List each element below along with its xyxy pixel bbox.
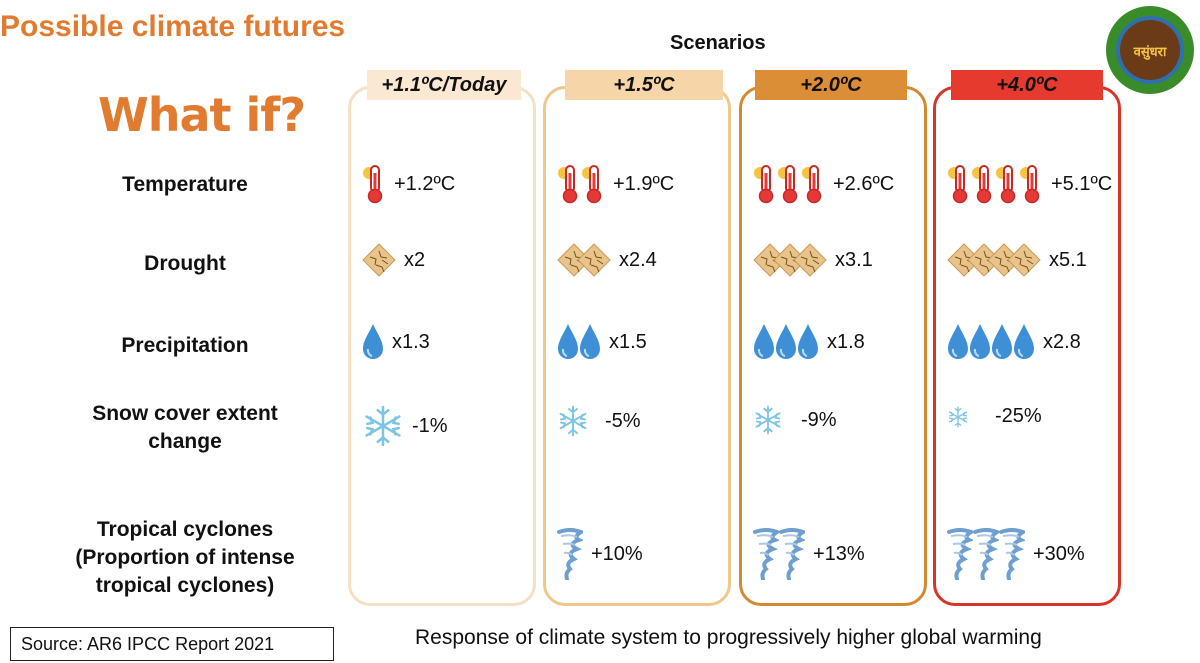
temperature-value: +5.1ºC bbox=[1051, 172, 1113, 195]
svg-text:वसुंधरा: वसुंधरा bbox=[1133, 44, 1167, 60]
cyclone-icon bbox=[947, 528, 1025, 580]
cracked-earth-icon bbox=[947, 243, 1041, 277]
cyclones-value: +30% bbox=[1033, 542, 1085, 565]
water-drop-icon bbox=[947, 323, 1035, 361]
snowflake-icon bbox=[753, 405, 793, 435]
thermometer-icon bbox=[753, 163, 825, 205]
precipitation-value: x2.8 bbox=[1043, 330, 1081, 353]
drought-value: x3.1 bbox=[835, 248, 873, 271]
temperature-value: +1.9ºC bbox=[613, 172, 675, 195]
cyclones-value: +10% bbox=[591, 542, 643, 565]
snowflake-icon bbox=[947, 405, 987, 428]
source-note: Source: AR6 IPCC Report 2021 bbox=[10, 627, 334, 661]
temperature-value: +1.2ºC bbox=[394, 172, 456, 195]
scenario-header: +1.5ºC bbox=[565, 70, 723, 100]
snow-value: -5% bbox=[605, 409, 641, 432]
thermometer-icon bbox=[557, 163, 605, 205]
thermometer-icon bbox=[362, 163, 386, 205]
row-label-snow-cover: Snow cover extent change bbox=[92, 402, 278, 453]
temperature-value: +2.6ºC bbox=[833, 172, 895, 195]
snow-value: -1% bbox=[412, 414, 448, 437]
cracked-earth-icon bbox=[557, 243, 611, 277]
thermometer-icon bbox=[947, 163, 1043, 205]
drought-value: x2.4 bbox=[619, 248, 657, 271]
precipitation-value: x1.8 bbox=[827, 330, 865, 353]
page-title: Possible climate futures bbox=[0, 10, 346, 43]
cracked-earth-icon bbox=[362, 243, 396, 277]
row-label-drought: Drought bbox=[144, 252, 226, 275]
scenarios-heading: Scenarios bbox=[670, 32, 766, 54]
cyclone-icon bbox=[753, 528, 805, 580]
row-label-tropical-cyclones: Tropical cyclones (Proportion of intense… bbox=[75, 518, 295, 597]
snow-value: -25% bbox=[995, 405, 1042, 427]
water-drop-icon bbox=[362, 323, 384, 361]
drought-value: x5.1 bbox=[1049, 248, 1087, 271]
snowflake-icon bbox=[362, 405, 404, 447]
snow-value: -9% bbox=[801, 408, 837, 431]
precipitation-value: x1.5 bbox=[609, 330, 647, 353]
majhi-vasundhara-logo: वसुंधरा bbox=[1106, 6, 1194, 94]
snowflake-icon bbox=[557, 405, 597, 437]
precipitation-value: x1.3 bbox=[392, 330, 430, 353]
cyclone-icon bbox=[557, 528, 583, 580]
row-label-precipitation: Precipitation bbox=[121, 334, 249, 357]
cracked-earth-icon bbox=[753, 243, 827, 277]
what-if-heading: What if? bbox=[98, 88, 306, 142]
scenario-header: +2.0ºC bbox=[755, 70, 907, 100]
water-drop-icon bbox=[753, 323, 819, 361]
cyclones-value: +13% bbox=[813, 542, 865, 565]
scenario-header: +1.1ºC/Today bbox=[367, 70, 521, 100]
scenario-header: +4.0ºC bbox=[951, 70, 1103, 100]
row-label-temperature: Temperature bbox=[122, 173, 248, 196]
water-drop-icon bbox=[557, 323, 601, 361]
caption: Response of climate system to progressiv… bbox=[415, 626, 1042, 649]
drought-value: x2 bbox=[404, 248, 426, 271]
